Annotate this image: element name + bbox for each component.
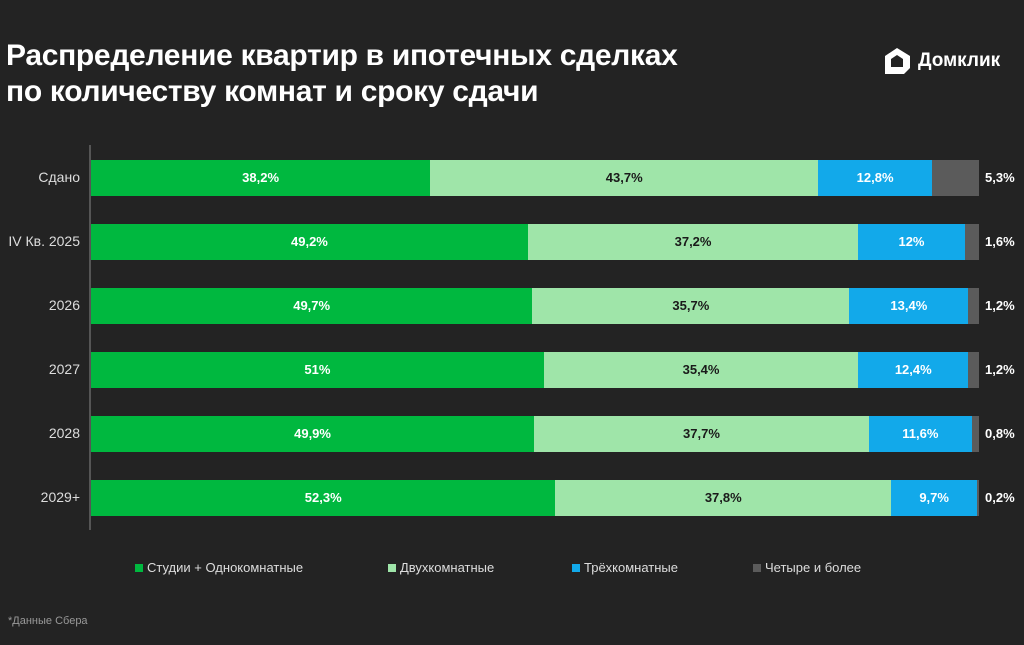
- data-label: 9,7%: [919, 490, 949, 505]
- data-label: 0,2%: [985, 490, 1015, 505]
- bar-segment: [818, 160, 932, 196]
- bar-segment: [858, 352, 969, 388]
- bar-segment: [968, 352, 979, 388]
- legend-item: Трёхкомнатные: [572, 560, 678, 575]
- category-label: Сдано: [38, 169, 80, 185]
- bar-segment: [543, 352, 859, 388]
- legend-swatch: [753, 563, 761, 572]
- category-label: 2027: [48, 361, 80, 377]
- footnote: *Данные Сбера: [8, 615, 88, 627]
- data-label: 12,8%: [856, 170, 894, 185]
- bar-segment: [868, 416, 972, 452]
- data-label: 13,4%: [890, 298, 928, 313]
- data-label: 5,3%: [985, 170, 1015, 185]
- y-axis-line: [89, 145, 91, 530]
- title-line-1: Распределение квартир в ипотечных сделка…: [6, 39, 678, 72]
- legend-item: Студии + Однокомнатные: [135, 560, 303, 575]
- category-label: 2026: [48, 297, 80, 313]
- bar-segment: [977, 480, 979, 516]
- data-label: 12,4%: [894, 362, 932, 377]
- data-label: 43,7%: [605, 170, 643, 185]
- bar-segment: [964, 224, 979, 260]
- legend-label: Студии + Однокомнатные: [147, 560, 304, 575]
- bar-segment: [849, 288, 969, 324]
- legend-label: Трёхкомнатные: [584, 560, 679, 575]
- data-label: 35,4%: [682, 362, 720, 377]
- data-label: 49,7%: [293, 298, 331, 313]
- bar-segment: [534, 416, 869, 452]
- bar-segment: [931, 160, 979, 196]
- bar-segment: [527, 224, 859, 260]
- data-label: 35,7%: [672, 298, 710, 313]
- bar-segment: [971, 416, 979, 452]
- domclick-logo: Домклик: [882, 46, 1000, 76]
- bar-segment: [91, 416, 535, 452]
- data-label: 49,2%: [291, 234, 328, 249]
- logo-text: Домклик: [918, 50, 1001, 71]
- bar-segment: [91, 288, 533, 324]
- data-label: 52,3%: [304, 490, 342, 505]
- house-logo-icon: [885, 48, 910, 74]
- data-label: 37,7%: [683, 426, 720, 441]
- data-label: 11,6%: [902, 426, 939, 441]
- data-label: 0,8%: [985, 426, 1015, 441]
- bar-segment: [532, 288, 850, 324]
- data-label: 51%: [304, 362, 331, 377]
- title-line-2: по количеству комнат и сроку сдачи: [6, 75, 539, 108]
- data-label: 1,6%: [985, 234, 1015, 249]
- legend: Студии + Однокомнатные Двухкомнатные Трёхк…: [0, 560, 1024, 576]
- data-label: 37,8%: [704, 490, 742, 505]
- legend-item: Четыре и более: [753, 560, 861, 575]
- data-label: 38,2%: [242, 170, 280, 185]
- data-label: 1,2%: [985, 298, 1015, 313]
- legend-swatch: [388, 563, 396, 572]
- legend-label: Четыре и более: [765, 560, 862, 575]
- bar-segment: [91, 352, 544, 388]
- category-label: IV Кв. 2025: [8, 233, 80, 249]
- category-label: 2028: [48, 425, 80, 441]
- bar-segment: [91, 160, 431, 196]
- category-label: 2029+: [40, 489, 80, 505]
- bar-segment: [858, 224, 965, 260]
- bar-segment: [430, 160, 819, 196]
- legend-item: Двухкомнатные: [388, 560, 494, 575]
- bar-segment: [968, 288, 979, 324]
- data-label: 49,9%: [294, 426, 331, 441]
- data-label: 12%: [898, 234, 925, 249]
- legend-swatch: [135, 563, 143, 572]
- data-label: 1,2%: [985, 362, 1015, 377]
- legend-swatch: [572, 563, 580, 572]
- bar-segment: [91, 224, 528, 260]
- chart-title: Распределение квартир в ипотечных сделка…: [6, 38, 678, 110]
- legend-label: Двухкомнатные: [400, 560, 495, 575]
- bar-segment: [891, 480, 978, 516]
- bar-segment: [91, 480, 556, 516]
- bar-segment: [555, 480, 892, 516]
- data-label: 37,2%: [674, 234, 712, 249]
